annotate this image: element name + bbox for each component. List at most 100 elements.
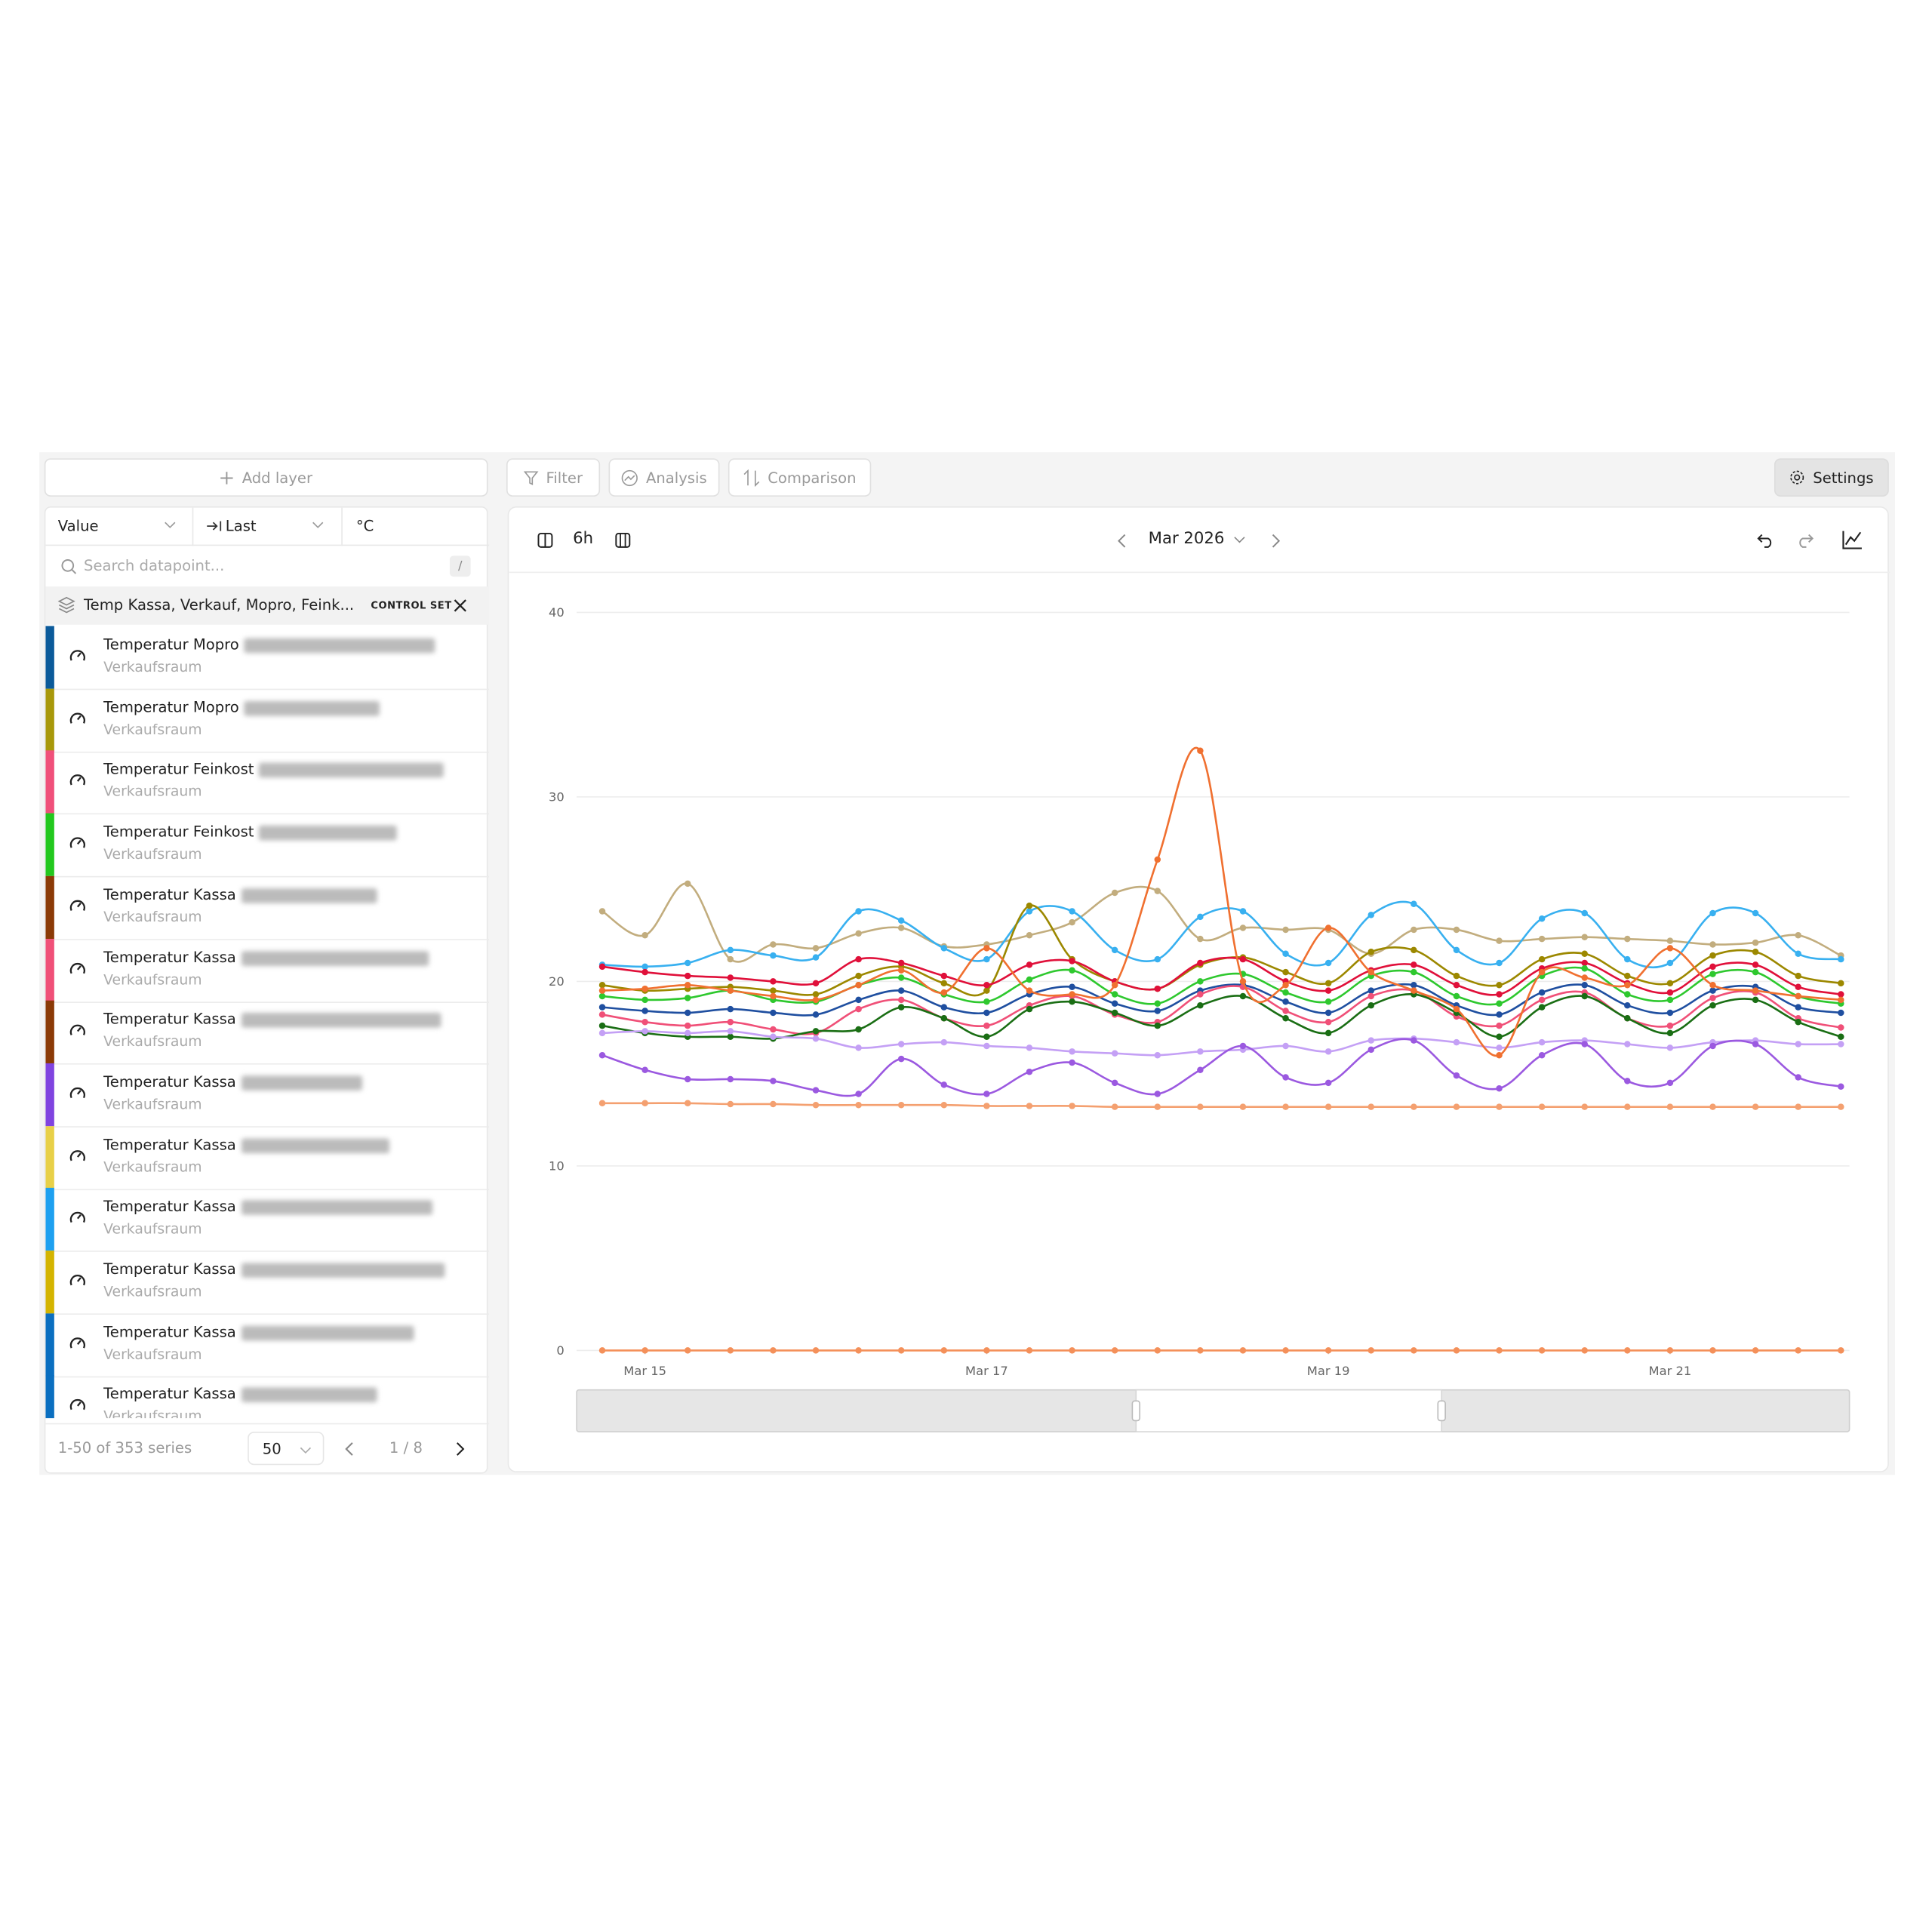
data-point [812, 1028, 820, 1035]
chart-card: 6h Mar 2026 0 10 20 30 40 Mar 15 Mar 17 Mar 19 M… [507, 506, 1890, 1473]
data-point [983, 1033, 990, 1040]
data-point [598, 1100, 606, 1107]
series-item[interactable]: Temperatur Kassa Verkaufsraum [45, 875, 490, 940]
series-item[interactable]: Temperatur Kassa Verkaufsraum [45, 1375, 489, 1419]
data-point [684, 880, 691, 888]
page-label: 1 / 8 [389, 1438, 423, 1457]
data-point [1324, 1018, 1332, 1026]
series-item[interactable]: Temperatur Kassa Verkaufsraum [45, 1188, 490, 1253]
data-point [770, 1347, 777, 1354]
data-point [641, 968, 648, 976]
next-period[interactable] [1270, 534, 1281, 549]
gauge-icon [69, 1149, 85, 1161]
series-item[interactable]: Temperatur Kassa Verkaufsraum [45, 1001, 490, 1065]
add-layer-button[interactable]: Add layer [44, 458, 488, 497]
last-select[interactable]: Last [206, 518, 339, 535]
data-point [1453, 982, 1460, 989]
series-item[interactable]: Temperatur Kassa Verkaufsraum [45, 938, 490, 1003]
x-tick-label: Mar 17 [965, 1364, 1008, 1378]
data-point [1239, 955, 1247, 963]
page-size-select[interactable]: 50 [248, 1432, 325, 1466]
data-point [983, 1347, 990, 1354]
search-row[interactable]: Search datapoint... / [45, 549, 489, 584]
data-point [1795, 1018, 1801, 1026]
x-tick-label: Mar 19 [1307, 1364, 1350, 1378]
prev-period[interactable] [1118, 534, 1128, 549]
data-point [1197, 935, 1204, 943]
prev-page[interactable] [345, 1441, 355, 1457]
data-point [1367, 912, 1374, 918]
data-point [770, 1078, 777, 1084]
series-name: Temperatur Kassa [103, 885, 236, 903]
data-point [855, 972, 862, 980]
columns-icon[interactable] [615, 532, 631, 548]
navigator-handle[interactable] [1131, 1400, 1141, 1422]
undo-icon[interactable] [1757, 532, 1774, 548]
redo-icon[interactable] [1796, 532, 1814, 548]
data-point [1069, 983, 1075, 990]
data-point [1026, 908, 1033, 915]
data-point [1026, 976, 1033, 983]
series-item[interactable]: Temperatur Kassa Verkaufsraum [45, 1312, 490, 1377]
series-item[interactable]: Temperatur Mopro Verkaufsraum [45, 626, 490, 691]
data-point [1752, 1347, 1759, 1354]
series-item[interactable]: Temperatur Feinkost Verkaufsraum [45, 750, 490, 815]
filter-button[interactable]: Filter [506, 458, 601, 497]
series-item[interactable]: Temperatur Feinkost Verkaufsraum [45, 813, 490, 878]
data-point [1838, 1103, 1844, 1110]
series-item[interactable]: Temperatur Kassa Verkaufsraum [45, 1063, 490, 1128]
series-name: Temperatur Kassa [103, 1011, 236, 1028]
control-set-row[interactable]: Temp Kassa, Verkauf, Mopro, Feink... CON… [45, 586, 490, 625]
series-name: Temperatur Feinkost [103, 823, 254, 841]
data-point [684, 982, 691, 989]
analysis-button[interactable]: Analysis [608, 458, 720, 497]
data-point [1111, 991, 1118, 998]
interval-label[interactable]: 6h [573, 530, 594, 549]
close-icon[interactable] [454, 598, 467, 612]
data-point [1367, 1001, 1374, 1009]
data-point [727, 946, 734, 954]
series-color [45, 1251, 54, 1314]
series-location: Verkaufsraum [103, 1282, 202, 1300]
data-point [855, 1101, 862, 1109]
data-point [598, 1029, 606, 1037]
data-point [1197, 978, 1204, 985]
series-color [45, 1312, 54, 1377]
series-item[interactable]: Temperatur Mopro Verkaufsraum [45, 688, 490, 753]
data-point [1239, 908, 1247, 915]
data-point [1282, 968, 1289, 976]
data-point [598, 1004, 606, 1011]
chart-type-icon[interactable] [1842, 530, 1863, 549]
series-item[interactable]: Temperatur Kassa Verkaufsraum [45, 1125, 490, 1190]
data-point [1752, 1041, 1759, 1048]
value-select[interactable]: Value [58, 518, 191, 535]
data-point [1838, 1083, 1844, 1091]
data-point [1838, 1041, 1844, 1048]
data-point [1411, 961, 1417, 968]
data-point [1324, 1347, 1332, 1354]
data-point [1453, 926, 1460, 934]
series-name: Temperatur Kassa [103, 1135, 236, 1153]
data-point [1324, 1103, 1332, 1110]
series-location: Verkaufsraum [103, 907, 202, 925]
last-icon [207, 521, 222, 531]
data-point [1154, 856, 1161, 863]
series-location: Verkaufsraum [103, 845, 202, 863]
data-point [1026, 961, 1033, 968]
data-point [727, 1100, 734, 1108]
period-label[interactable]: Mar 2026 [1148, 530, 1225, 549]
page-size-label: 50 [262, 1439, 281, 1457]
series-item[interactable]: Temperatur Kassa Verkaufsraum [45, 1251, 490, 1315]
plus-icon [220, 471, 234, 484]
next-page[interactable] [454, 1441, 465, 1457]
panel-icon[interactable] [537, 532, 553, 548]
settings-button[interactable]: Settings [1774, 458, 1889, 497]
comparison-button[interactable]: Comparison [728, 458, 872, 497]
unit[interactable]: °C [356, 518, 374, 535]
navigator-handle[interactable] [1437, 1400, 1446, 1422]
data-point [1496, 1011, 1503, 1018]
data-point [1026, 1005, 1033, 1013]
set-badge: CONTROL SET [371, 600, 452, 611]
data-point [1838, 991, 1844, 998]
gauge-icon [69, 774, 85, 786]
